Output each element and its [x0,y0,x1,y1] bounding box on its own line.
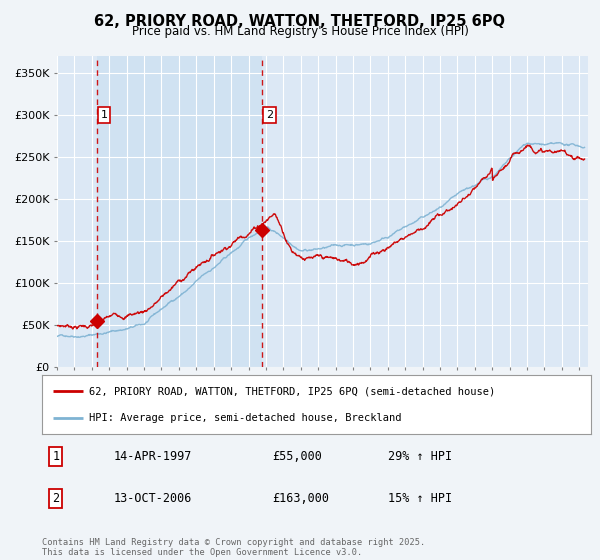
Bar [97,56,262,367]
Text: Contains HM Land Registry data © Crown copyright and database right 2025.
This d: Contains HM Land Registry data © Crown c… [42,538,425,557]
Text: 14-APR-1997: 14-APR-1997 [113,450,192,463]
Text: 29% ↑ HPI: 29% ↑ HPI [388,450,452,463]
Text: 2: 2 [266,110,273,120]
Text: £55,000: £55,000 [272,450,322,463]
Text: 1: 1 [100,110,107,120]
Text: 15% ↑ HPI: 15% ↑ HPI [388,492,452,505]
Text: Price paid vs. HM Land Registry's House Price Index (HPI): Price paid vs. HM Land Registry's House … [131,25,469,38]
Text: 13-OCT-2006: 13-OCT-2006 [113,492,192,505]
Text: £163,000: £163,000 [272,492,329,505]
Text: 1: 1 [52,450,59,463]
Text: 2: 2 [52,492,59,505]
Text: HPI: Average price, semi-detached house, Breckland: HPI: Average price, semi-detached house,… [89,413,401,423]
Text: 62, PRIORY ROAD, WATTON, THETFORD, IP25 6PQ: 62, PRIORY ROAD, WATTON, THETFORD, IP25 … [95,14,505,29]
Text: 62, PRIORY ROAD, WATTON, THETFORD, IP25 6PQ (semi-detached house): 62, PRIORY ROAD, WATTON, THETFORD, IP25 … [89,386,495,396]
